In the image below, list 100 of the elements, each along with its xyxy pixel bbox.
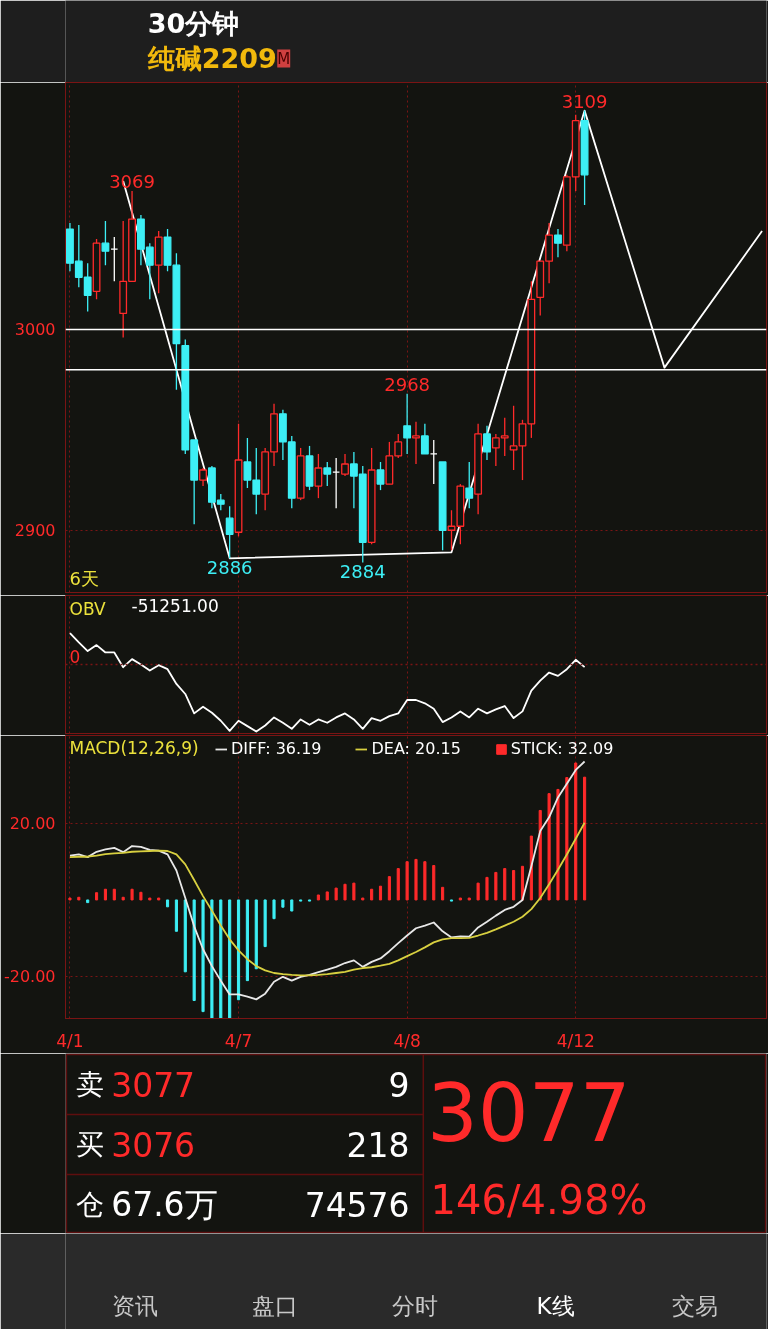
bar — [316, 894, 320, 901]
y-tick-label: 20.00 — [9, 814, 56, 834]
text: 买 — [76, 1128, 105, 1161]
bar — [387, 876, 391, 901]
chart-title: 30分钟 — [147, 8, 240, 39]
legend-label: DIFF: 36.19 — [231, 739, 322, 758]
text: M — [277, 49, 291, 68]
bar — [77, 896, 81, 901]
y-tick-label: -20.00 — [3, 967, 56, 987]
bar — [219, 899, 223, 1019]
bar — [290, 899, 294, 912]
bar — [405, 861, 409, 901]
candlestick — [412, 421, 420, 465]
candlestick — [323, 461, 332, 487]
x-tick-label: 4/1 — [56, 1030, 84, 1051]
bar — [165, 899, 170, 908]
chart-subtitle: 纯碱2209 — [146, 43, 277, 74]
bar — [432, 865, 436, 901]
text: 3076 — [111, 1126, 196, 1165]
bar — [370, 888, 374, 901]
bar — [583, 776, 587, 901]
bar — [378, 885, 383, 901]
text: K线 — [536, 1292, 575, 1319]
text: 资讯 — [111, 1292, 158, 1319]
bar — [112, 888, 116, 901]
bar — [121, 896, 125, 901]
text: 仓 — [76, 1188, 105, 1221]
text: 146/4.98% — [430, 1176, 648, 1223]
annotation: 2968 — [384, 373, 431, 395]
bar — [228, 899, 232, 1019]
bar — [210, 899, 214, 1019]
text: 3077 — [111, 1066, 196, 1105]
bar — [103, 888, 107, 901]
bar — [396, 868, 400, 901]
bar — [263, 899, 267, 948]
bar — [245, 899, 249, 982]
text: 分时 — [392, 1292, 439, 1319]
legend-label: STICK: 32.09 — [510, 739, 614, 758]
bar — [139, 891, 143, 901]
bar — [281, 899, 285, 908]
bar — [86, 899, 90, 904]
bar — [512, 870, 516, 901]
text: 卖 — [76, 1068, 105, 1101]
chart-title: MACD(12,26,9) — [69, 737, 199, 758]
legend-label: DEA: 20.15 — [371, 739, 461, 758]
bar — [476, 882, 480, 901]
candlestick — [483, 425, 491, 461]
bar — [574, 762, 578, 901]
y-tick-label: 2900 — [14, 521, 56, 541]
bar — [503, 868, 507, 901]
line-series — [69, 760, 586, 1001]
bar — [423, 861, 427, 901]
candlestick — [83, 262, 92, 313]
bar — [130, 888, 134, 901]
bar — [183, 899, 187, 973]
text: 盘口 — [252, 1292, 299, 1319]
text: 交易 — [672, 1292, 719, 1319]
text: 9 — [388, 1066, 410, 1105]
annotation: 3109 — [561, 90, 608, 112]
text: 74576 — [304, 1186, 410, 1225]
bar — [272, 899, 276, 920]
bar — [174, 899, 178, 932]
line-series — [69, 821, 586, 977]
ref-line-label: 0 — [69, 646, 81, 667]
x-tick-label: 4/7 — [224, 1030, 253, 1051]
bar — [352, 882, 356, 901]
text: 67.6万 — [111, 1185, 218, 1224]
candlestick — [199, 467, 207, 487]
candlestick — [101, 220, 110, 266]
candlestick — [314, 453, 323, 499]
bar — [334, 887, 338, 901]
bar — [441, 886, 445, 901]
bar — [254, 899, 258, 970]
candlestick — [403, 393, 412, 455]
chart-title: OBV — [69, 598, 107, 619]
annotation: 3069 — [109, 170, 155, 192]
bar — [565, 777, 569, 901]
annotation: 6天 — [69, 567, 99, 589]
candlestick — [420, 423, 429, 455]
bar — [325, 891, 329, 901]
bar — [547, 793, 551, 901]
bar — [343, 883, 347, 901]
candlestick — [554, 228, 562, 258]
annotation: 2884 — [339, 561, 386, 583]
candlestick — [465, 461, 474, 509]
bar — [556, 788, 560, 901]
y-tick-label: 3000 — [14, 320, 56, 340]
x-tick-label: 4/8 — [393, 1030, 421, 1051]
candlestick — [341, 453, 349, 477]
bar — [94, 892, 99, 901]
candlestick — [225, 505, 234, 560]
bar — [201, 899, 205, 1013]
bar — [485, 876, 489, 901]
chart-subtitle: -51251.00 — [131, 595, 219, 616]
bar — [236, 899, 241, 1001]
text: 218 — [346, 1126, 410, 1165]
x-tick-label: 4/12 — [556, 1030, 595, 1051]
bar — [414, 858, 418, 901]
text: 3077 — [426, 1067, 631, 1160]
bar — [494, 871, 498, 901]
